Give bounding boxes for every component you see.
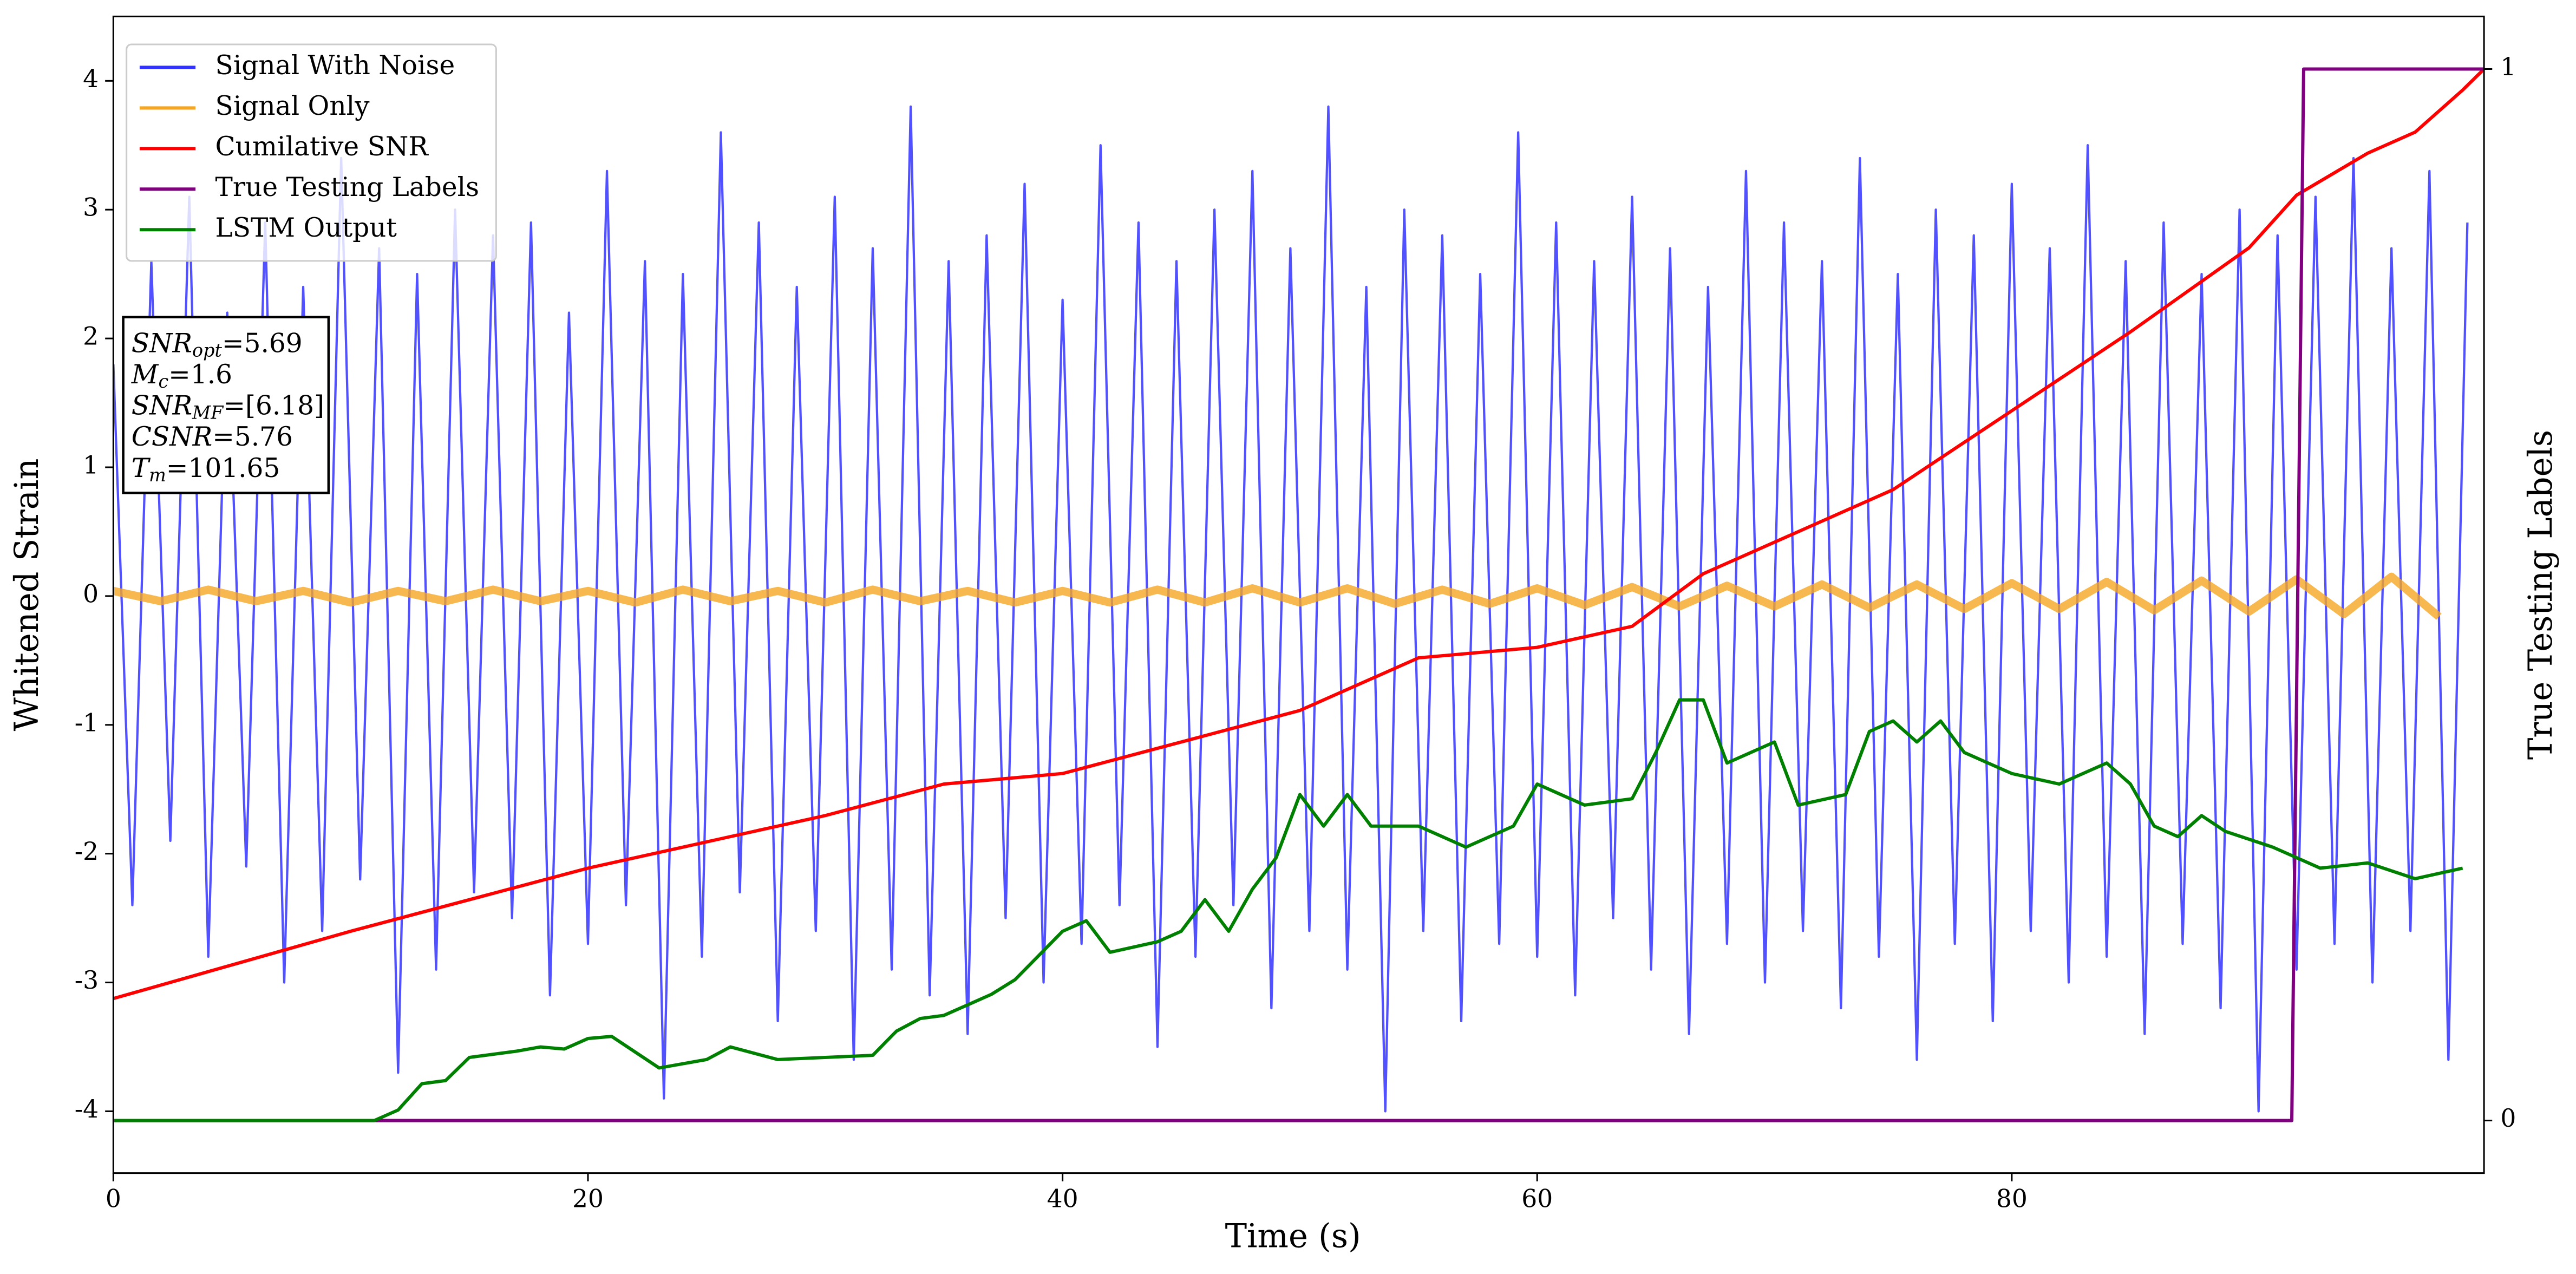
legend-label: LSTM Output: [215, 213, 397, 243]
series-line: [113, 67, 2485, 1122]
legend-label: Signal With Noise: [215, 50, 455, 81]
legend-label: Cumilative SNR: [215, 132, 429, 162]
annotation-text: SNRopt=5.69: [132, 328, 303, 361]
annotation-rest: =101.65: [166, 453, 280, 483]
y2-axis-label: True Testing Labels: [2522, 430, 2560, 760]
annotation-rest: =5.76: [212, 422, 293, 452]
annotation-sub: opt: [192, 339, 222, 361]
annotation-rest: =[6.18]: [223, 390, 324, 421]
annotation-box: [122, 316, 330, 494]
series-line: [113, 698, 2463, 1122]
x-tick-label: 40: [1047, 1185, 1078, 1213]
annotation-main: SNR: [132, 328, 192, 358]
annotation-text: Tm=101.65: [132, 453, 280, 486]
y2-tick-label: 0: [2500, 1104, 2516, 1133]
y-tick-label: 1: [83, 451, 99, 480]
annotation-main: M: [131, 359, 159, 389]
series-line: [113, 105, 2469, 1113]
x-axis-label: Time (s): [1225, 1218, 1361, 1256]
series-line: [113, 68, 2485, 1001]
x-tick-label: 20: [572, 1185, 604, 1213]
x-tick-label: 60: [1521, 1185, 1553, 1213]
y-tick-label: 4: [83, 64, 99, 93]
annotation-main: SNR: [132, 390, 192, 421]
y2-tick-label: 1: [2500, 53, 2516, 81]
y-tick-label: -1: [75, 708, 99, 737]
annotation-text: Mc=1.6: [131, 359, 232, 392]
legend-box: [126, 43, 497, 262]
annotation-sub: c: [158, 371, 168, 392]
y-tick-label: -4: [75, 1095, 99, 1123]
annotation-main: T: [132, 453, 151, 483]
series-layer: [113, 67, 2485, 1122]
annotation-rest: =1.6: [168, 359, 232, 389]
plot-area: [113, 67, 2485, 1122]
y-tick-label: -3: [75, 966, 99, 995]
series-line: [113, 572, 2442, 620]
legend-label: Signal Only: [215, 91, 370, 121]
x-tick-label: 0: [106, 1185, 121, 1213]
annotation-text: CSNR=5.76: [132, 422, 293, 452]
annotation-rest: =5.69: [222, 328, 303, 358]
y-tick-label: -2: [75, 837, 99, 866]
legend-label: True Testing Labels: [215, 172, 480, 202]
y-tick-label: 0: [83, 579, 99, 608]
y-tick-label: 2: [83, 322, 99, 351]
x-tick-label: 80: [1996, 1185, 2028, 1213]
annotation-sub: m: [149, 465, 166, 486]
y-axis-label: Whitened Strain: [8, 459, 46, 731]
axes-frame: [112, 15, 2485, 1174]
annotation-text: SNRMF=[6.18]: [132, 390, 324, 423]
y-tick-label: 3: [83, 193, 99, 222]
annotation-sub: MF: [192, 402, 224, 423]
annotation-main: CSNR: [132, 422, 212, 452]
